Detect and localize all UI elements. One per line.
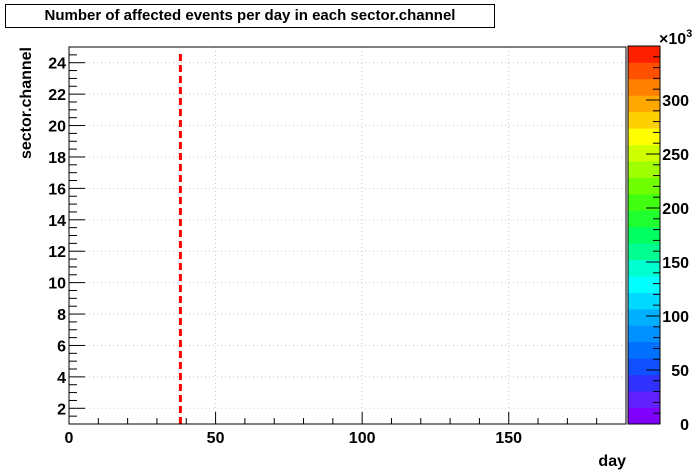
palette-tick-label: 100: [662, 309, 689, 326]
x-tick-label: 50: [207, 430, 225, 447]
palette-tick-label: 150: [662, 255, 689, 272]
y-tick-label: 16: [48, 181, 66, 198]
colorbar-multiplier-base: ×10: [659, 31, 686, 48]
palette-swatch: [628, 325, 660, 343]
color-palette: 0 50 100 150 200 250 300: [627, 45, 689, 434]
palette-swatch: [628, 407, 660, 425]
y-tick-label: 8: [57, 307, 66, 324]
palette-swatch: [628, 243, 660, 261]
y-tick-label: 10: [48, 276, 66, 293]
palette-frame: [627, 45, 661, 425]
palette-swatch: [628, 292, 660, 310]
x-axis: 0 50 100 150: [65, 412, 627, 447]
grid-layer: [69, 47, 626, 424]
y-tick-label: 18: [48, 150, 66, 167]
palette-swatch: [628, 62, 660, 80]
palette-tick-label: 250: [662, 147, 689, 164]
y-tick-label: 4: [57, 370, 66, 387]
palette-swatch: [628, 276, 660, 293]
y-tick-label: 2: [57, 401, 66, 418]
palette-swatch: [628, 193, 660, 211]
plot-frame: [68, 46, 627, 425]
palette-tick-label: 0: [680, 417, 689, 434]
palette-swatch: [628, 308, 660, 326]
palette-swatch: [628, 128, 660, 146]
y-tick-label: 12: [48, 244, 66, 261]
palette-swatch: [628, 144, 660, 162]
palette-swatch: [628, 259, 660, 277]
palette-swatch: [628, 111, 660, 129]
chart-title: Number of affected events per day in eac…: [5, 4, 495, 28]
x-axis-title: day: [598, 453, 626, 470]
palette-swatch: [628, 46, 660, 63]
y-tick-label: 20: [48, 119, 66, 136]
x-tick-label: 100: [349, 430, 376, 447]
palette-swatch: [628, 210, 660, 228]
palette-swatch: [628, 78, 660, 96]
palette-tick-label: 50: [671, 363, 689, 380]
palette-swatch: [628, 341, 660, 359]
colorbar-multiplier-exponent: 3: [686, 28, 692, 40]
y-tick-label: 14: [48, 213, 66, 230]
y-tick-label: 6: [57, 338, 66, 355]
y-tick-label: 22: [48, 87, 66, 104]
y-tick-label: 24: [48, 56, 66, 73]
palette-swatch: [628, 177, 660, 195]
palette-swatch: [628, 161, 660, 178]
y-axis-title: sector.channel: [18, 47, 35, 159]
colorbar-multiplier: ×103: [659, 28, 692, 48]
palette-swatch: [628, 358, 660, 376]
palette-tick-label: 200: [662, 201, 689, 218]
x-tick-label: 150: [495, 430, 522, 447]
x-tick-label: 0: [65, 430, 74, 447]
palette-swatch: [628, 95, 660, 113]
palette-swatch: [628, 374, 660, 392]
palette-swatch: [628, 226, 660, 244]
palette-tick-label: 300: [662, 93, 689, 110]
palette-swatch: [628, 391, 660, 408]
